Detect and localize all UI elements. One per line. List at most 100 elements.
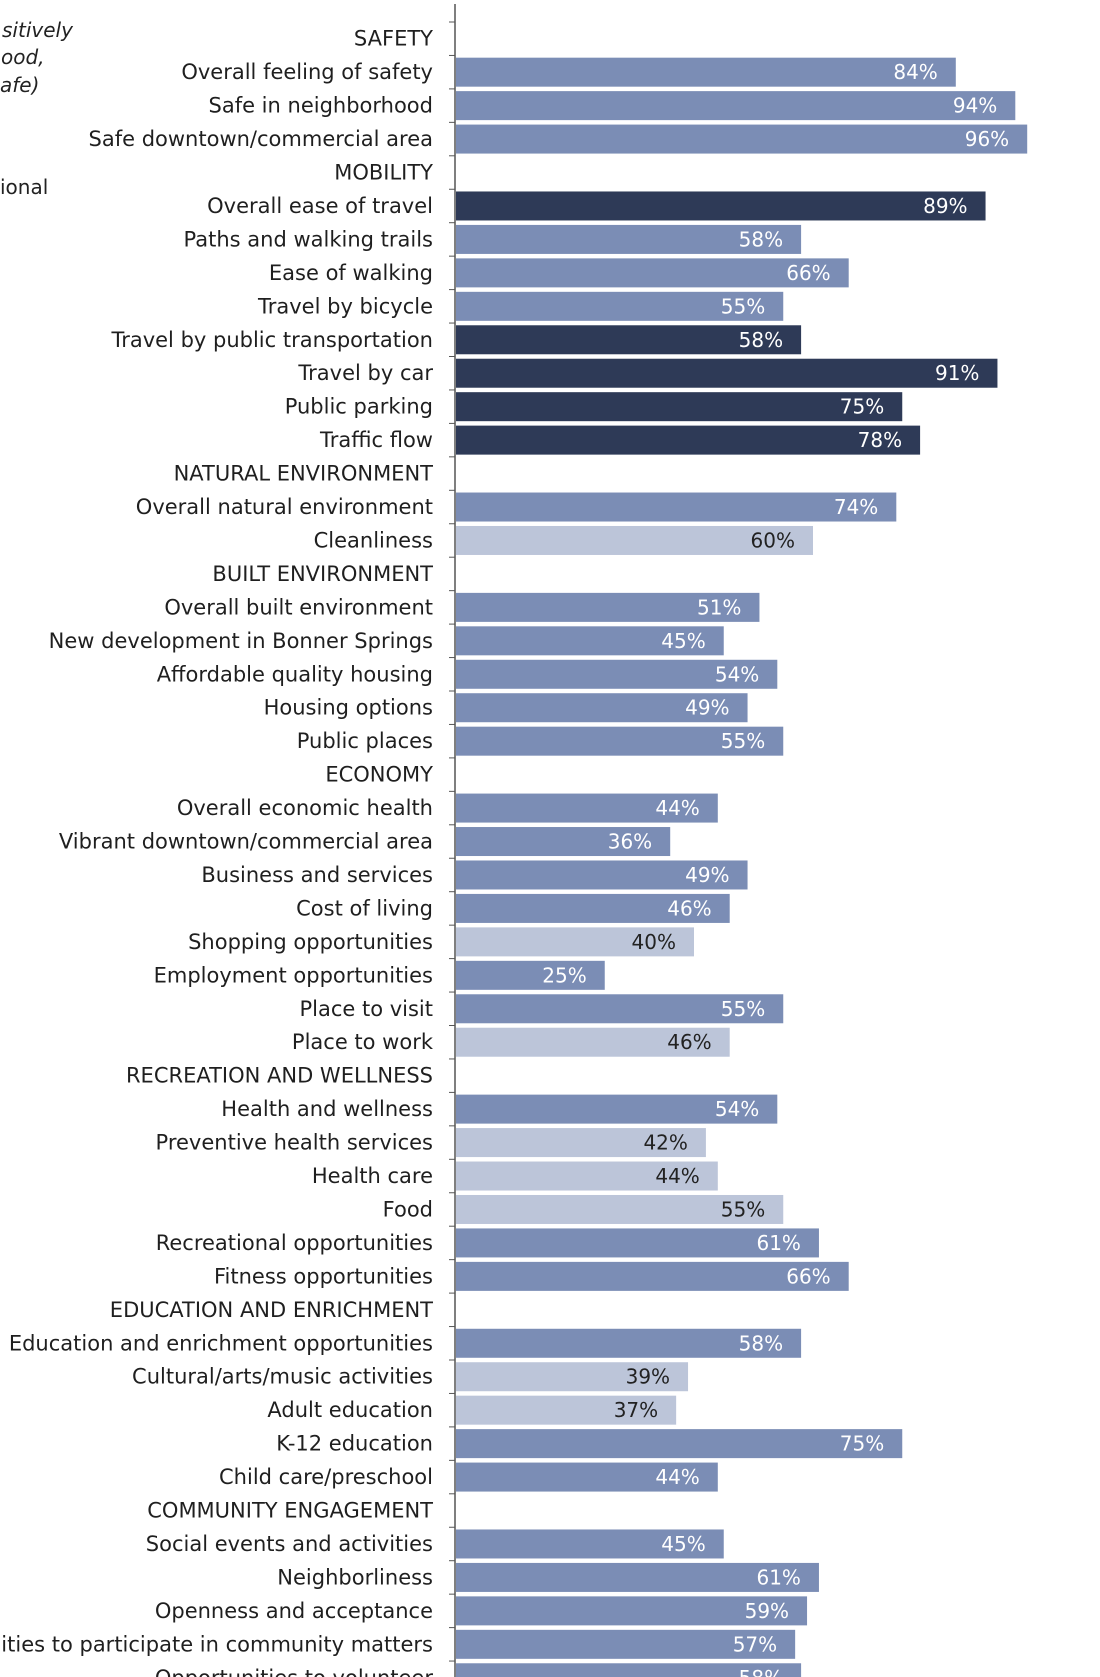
bar xyxy=(456,1362,689,1392)
category-label: Overall economic health xyxy=(177,796,433,820)
category-label: Overall feeling of safety xyxy=(181,60,433,84)
bar xyxy=(456,1328,802,1358)
data-label: 58% xyxy=(739,1331,783,1355)
category-label: Cleanliness xyxy=(314,528,433,552)
data-label: 60% xyxy=(751,528,795,552)
data-label: 36% xyxy=(608,830,652,854)
data-label: 55% xyxy=(721,729,765,753)
legend-line-3: afe) xyxy=(0,73,40,97)
bar xyxy=(456,726,784,756)
data-label: 61% xyxy=(756,1231,800,1255)
bar xyxy=(456,1094,778,1124)
bar xyxy=(456,860,748,890)
category-label: Public places xyxy=(297,729,433,753)
bar xyxy=(456,525,813,555)
category-label: Child care/preschool xyxy=(219,1465,433,1489)
data-label: 91% xyxy=(935,361,979,385)
data-label: 58% xyxy=(739,1666,783,1677)
bar xyxy=(456,893,730,923)
bar xyxy=(456,927,694,957)
data-label: 44% xyxy=(655,796,699,820)
bar xyxy=(456,358,998,388)
category-label: Adult education xyxy=(267,1398,433,1422)
bar xyxy=(456,1027,730,1057)
category-label: Health and wellness xyxy=(221,1097,433,1121)
data-label: 55% xyxy=(721,294,765,318)
category-label: Safe downtown/commercial area xyxy=(89,127,433,151)
bar xyxy=(456,258,849,288)
bar xyxy=(456,793,718,823)
bar xyxy=(456,492,897,522)
data-label: 59% xyxy=(745,1599,789,1623)
bar xyxy=(456,1429,903,1459)
data-label: 46% xyxy=(667,896,711,920)
data-label: 89% xyxy=(923,194,967,218)
bar xyxy=(456,1629,796,1659)
category-label: Ease of walking xyxy=(269,261,433,285)
category-label: Social events and activities xyxy=(146,1532,433,1556)
bar xyxy=(456,1596,808,1626)
category-label: Education and enrichment opportunities xyxy=(9,1331,433,1355)
category-label: Cost of living xyxy=(296,896,433,920)
data-label: 44% xyxy=(655,1164,699,1188)
section-header-label: RECREATION AND WELLNESS xyxy=(126,1064,433,1088)
data-label: 49% xyxy=(685,696,729,720)
data-label: 42% xyxy=(643,1131,687,1155)
data-label: 51% xyxy=(697,595,741,619)
category-label: Food xyxy=(383,1197,433,1221)
category-label: Recreational opportunities xyxy=(156,1231,433,1255)
category-label: Neighborliness xyxy=(277,1565,433,1589)
category-label: Paths and walking trails xyxy=(184,227,433,251)
category-label: Place to work xyxy=(292,1030,434,1054)
category-label: Preventive health services xyxy=(156,1131,433,1155)
bar xyxy=(456,325,802,355)
category-label: Affordable quality housing xyxy=(157,662,433,686)
data-label: 54% xyxy=(715,1097,759,1121)
legend-line-1: sitively xyxy=(2,18,73,42)
category-label: Fitness opportunities xyxy=(214,1264,433,1288)
category-label: New development in Bonner Springs xyxy=(49,629,433,653)
data-label: 45% xyxy=(661,1532,705,1556)
bar xyxy=(456,592,760,622)
data-label: 75% xyxy=(840,1432,884,1456)
section-header-label: COMMUNITY ENGAGEMENT xyxy=(147,1499,433,1523)
bar xyxy=(456,1128,706,1158)
data-label: 94% xyxy=(953,94,997,118)
bar xyxy=(456,224,802,254)
category-label: Overall ease of travel xyxy=(207,194,433,218)
bar xyxy=(456,960,605,990)
bar xyxy=(456,291,784,321)
bar xyxy=(456,659,778,689)
bar xyxy=(456,392,903,422)
legend-fragment: sitively ood, afe) ional xyxy=(0,0,80,220)
bar xyxy=(456,693,748,723)
legend-line-2: ood, xyxy=(1,45,45,69)
category-label: Openness and acceptance xyxy=(155,1599,433,1623)
data-label: 58% xyxy=(739,227,783,251)
section-header-label: EDUCATION AND ENRICHMENT xyxy=(110,1298,433,1322)
bar xyxy=(456,57,956,87)
bar xyxy=(456,1462,718,1492)
data-label: 39% xyxy=(626,1365,670,1389)
category-label: Overall natural environment xyxy=(136,495,433,519)
data-label: 84% xyxy=(893,60,937,84)
bar xyxy=(456,1261,849,1291)
category-label: Place to visit xyxy=(299,997,433,1021)
category-label: Overall built environment xyxy=(164,595,433,619)
bar xyxy=(456,1562,819,1592)
data-label: 78% xyxy=(858,428,902,452)
data-label: 66% xyxy=(786,1264,830,1288)
data-label: 25% xyxy=(542,963,586,987)
data-label: 74% xyxy=(834,495,878,519)
bar xyxy=(456,425,921,455)
bar xyxy=(456,1529,724,1559)
legend-item-fragment: ional xyxy=(0,175,49,199)
data-label: 75% xyxy=(840,395,884,419)
section-header-label: ECONOMY xyxy=(325,763,433,787)
data-label: 66% xyxy=(786,261,830,285)
data-label: 45% xyxy=(661,629,705,653)
category-label: Health care xyxy=(312,1164,433,1188)
data-label: 96% xyxy=(965,127,1009,151)
data-label: 54% xyxy=(715,662,759,686)
bar xyxy=(456,1395,677,1425)
